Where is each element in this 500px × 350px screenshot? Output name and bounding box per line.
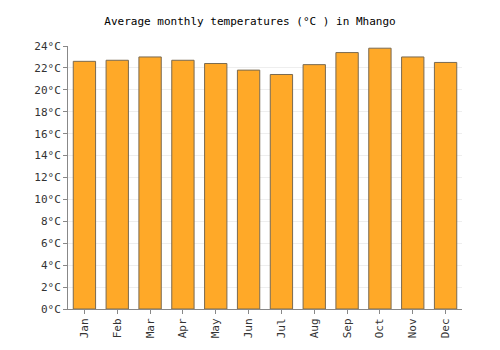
svg-text:24°C: 24°C — [34, 40, 61, 53]
svg-text:Sep: Sep — [341, 318, 354, 338]
svg-text:Jun: Jun — [242, 318, 255, 338]
svg-text:Mar: Mar — [144, 318, 157, 338]
svg-text:6°C: 6°C — [41, 237, 61, 250]
svg-text:20°C: 20°C — [34, 84, 61, 97]
svg-text:May: May — [209, 318, 222, 338]
svg-text:22°C: 22°C — [34, 62, 61, 75]
svg-text:8°C: 8°C — [41, 215, 61, 228]
svg-text:10°C: 10°C — [34, 193, 61, 206]
svg-text:Average monthly temperatures (: Average monthly temperatures (°C ) in Mh… — [104, 15, 395, 28]
svg-text:Dec: Dec — [439, 318, 452, 338]
svg-text:Aug: Aug — [308, 318, 321, 338]
svg-text:2°C: 2°C — [41, 281, 61, 294]
svg-text:14°C: 14°C — [34, 149, 61, 162]
svg-text:18°C: 18°C — [34, 106, 61, 119]
svg-text:16°C: 16°C — [34, 128, 61, 141]
svg-text:Apr: Apr — [176, 318, 189, 338]
svg-text:Jan: Jan — [78, 318, 91, 338]
svg-text:Jul: Jul — [275, 318, 288, 338]
svg-text:Feb: Feb — [111, 318, 124, 338]
svg-text:12°C: 12°C — [34, 171, 61, 184]
svg-text:0°C: 0°C — [41, 303, 61, 316]
svg-text:Oct: Oct — [373, 318, 386, 338]
svg-text:Nov: Nov — [406, 318, 419, 338]
svg-text:4°C: 4°C — [41, 259, 61, 272]
